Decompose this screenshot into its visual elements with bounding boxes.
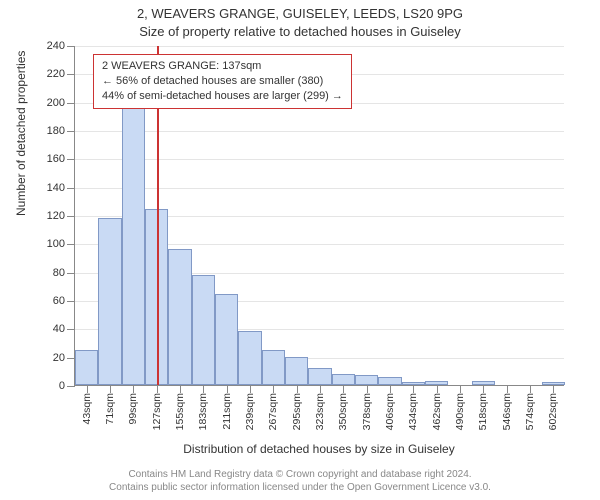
x-tick-label: 574sqm <box>524 385 536 430</box>
y-axis-label: Number of detached properties <box>14 51 28 216</box>
annotation-box: 2 WEAVERS GRANGE: 137sqm← 56% of detache… <box>93 54 352 109</box>
page-title-line2: Size of property relative to detached ho… <box>0 24 600 39</box>
x-tick-label: 462sqm <box>431 385 443 430</box>
gridline <box>75 46 564 47</box>
x-tick-label: 378sqm <box>361 385 373 430</box>
y-tick-label: 0 <box>59 380 75 392</box>
y-tick-label: 20 <box>53 352 75 364</box>
histogram-bar <box>355 375 378 385</box>
histogram-plot: 02040608010012014016018020022024043sqm71… <box>74 46 564 386</box>
y-tick-label: 140 <box>47 182 75 194</box>
x-axis-label: Distribution of detached houses by size … <box>74 442 564 456</box>
histogram-bar <box>238 331 261 385</box>
y-tick-label: 40 <box>53 323 75 335</box>
x-tick-label: 602sqm <box>547 385 559 430</box>
histogram-bar <box>262 350 285 385</box>
histogram-bar <box>122 106 145 385</box>
x-tick-label: 295sqm <box>291 385 303 430</box>
y-tick-label: 80 <box>53 267 75 279</box>
histogram-bar <box>308 368 331 385</box>
histogram-bar <box>215 294 238 385</box>
x-tick-label: 546sqm <box>501 385 513 430</box>
histogram-bar <box>378 377 401 386</box>
x-tick-label: 127sqm <box>151 385 163 430</box>
gridline <box>75 131 564 132</box>
x-tick-label: 350sqm <box>337 385 349 430</box>
x-tick-label: 211sqm <box>221 385 233 430</box>
y-tick-label: 120 <box>47 210 75 222</box>
page-title-line1: 2, WEAVERS GRANGE, GUISELEY, LEEDS, LS20… <box>0 6 600 21</box>
y-tick-label: 220 <box>47 68 75 80</box>
x-tick-label: 490sqm <box>454 385 466 430</box>
x-tick-label: 434sqm <box>407 385 419 430</box>
gridline <box>75 188 564 189</box>
y-tick-label: 180 <box>47 125 75 137</box>
annotation-line: ← 56% of detached houses are smaller (38… <box>102 74 343 89</box>
x-tick-label: 239sqm <box>244 385 256 430</box>
x-tick-label: 518sqm <box>477 385 489 430</box>
x-tick-label: 183sqm <box>197 385 209 430</box>
histogram-bar <box>75 350 98 385</box>
histogram-bar <box>332 374 355 385</box>
x-tick-label: 43sqm <box>81 385 93 425</box>
x-tick-label: 323sqm <box>314 385 326 430</box>
x-tick-label: 267sqm <box>267 385 279 430</box>
annotation-line: 2 WEAVERS GRANGE: 137sqm <box>102 59 343 74</box>
attribution-text: Contains HM Land Registry data © Crown c… <box>0 468 600 494</box>
histogram-bar <box>168 249 191 385</box>
x-tick-label: 99sqm <box>127 385 139 425</box>
y-tick-label: 100 <box>47 238 75 250</box>
y-tick-label: 160 <box>47 153 75 165</box>
x-tick-label: 406sqm <box>384 385 396 430</box>
annotation-line: 44% of semi-detached houses are larger (… <box>102 89 343 104</box>
x-tick-label: 155sqm <box>174 385 186 430</box>
histogram-bar <box>98 218 121 385</box>
attribution-line2: Contains public sector information licen… <box>0 481 600 494</box>
attribution-line1: Contains HM Land Registry data © Crown c… <box>0 468 600 481</box>
y-tick-label: 200 <box>47 97 75 109</box>
y-tick-label: 60 <box>53 295 75 307</box>
histogram-bar <box>285 357 308 385</box>
x-tick-label: 71sqm <box>104 385 116 425</box>
y-tick-label: 240 <box>47 40 75 52</box>
gridline <box>75 159 564 160</box>
histogram-bar <box>192 275 215 386</box>
